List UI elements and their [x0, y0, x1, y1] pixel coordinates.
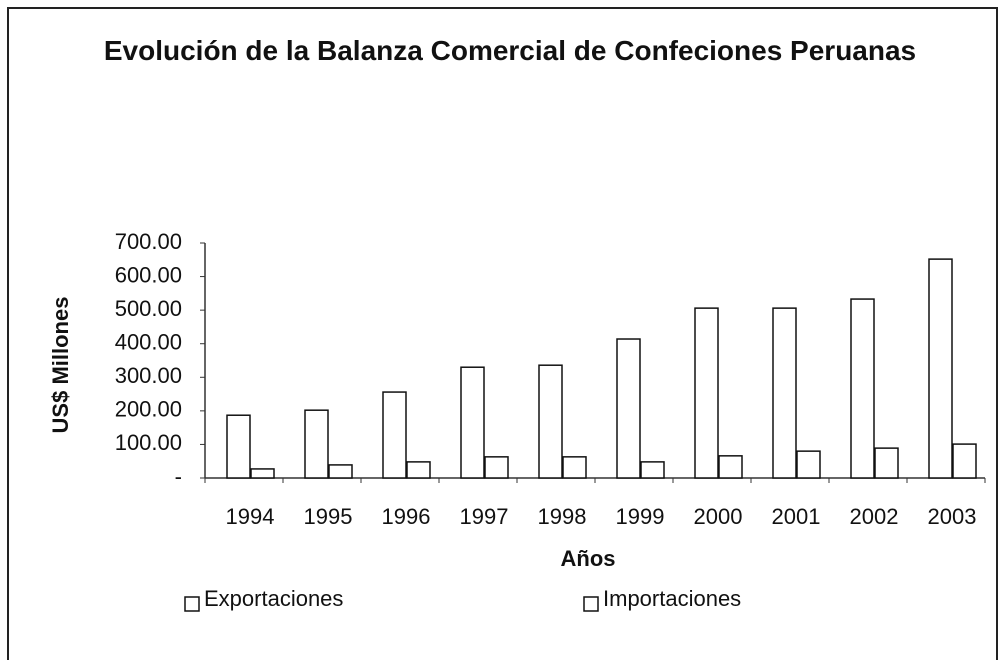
- y-axis-label: US$ Millones: [48, 297, 73, 434]
- y-tick-label: 500.00: [115, 296, 182, 321]
- frame: [7, 7, 998, 660]
- bar: [694, 307, 719, 479]
- bar: [382, 391, 407, 479]
- chart-title: Evolución de la Balanza Comercial de Con…: [103, 35, 917, 66]
- bar: [562, 456, 587, 479]
- x-tick-label: 2002: [850, 504, 899, 529]
- bar: [952, 443, 977, 479]
- y-tick-label: -: [175, 464, 182, 489]
- bar: [226, 414, 251, 479]
- y-tick-label: 300.00: [115, 363, 182, 388]
- bar: [304, 409, 329, 479]
- bar: [406, 461, 431, 479]
- x-axis-label: Años: [561, 546, 616, 571]
- bar: [772, 307, 797, 479]
- bar: [484, 456, 509, 479]
- y-tick-label: 700.00: [115, 229, 182, 254]
- y-tick-label: 100.00: [115, 430, 182, 455]
- bar: [538, 364, 563, 479]
- bar: [328, 464, 353, 479]
- y-tick-label: 200.00: [115, 397, 182, 422]
- legend-swatch: [184, 596, 200, 612]
- x-tick-label: 1997: [460, 504, 509, 529]
- x-tick-label: 1996: [382, 504, 431, 529]
- y-tick-label: 600.00: [115, 262, 182, 287]
- bar: [616, 338, 641, 479]
- x-tick-label: 2000: [694, 504, 743, 529]
- bar: [796, 450, 821, 479]
- x-tick-label: 1998: [538, 504, 587, 529]
- bar: [850, 298, 875, 479]
- legend-label: Importaciones: [603, 586, 741, 611]
- x-tick-label: 1995: [304, 504, 353, 529]
- legend-label: Exportaciones: [204, 586, 343, 611]
- x-tick-label: 1994: [226, 504, 275, 529]
- legend-swatch: [583, 596, 599, 612]
- bar: [718, 455, 743, 479]
- bar: [250, 468, 275, 479]
- x-tick-label: 2003: [928, 504, 977, 529]
- y-tick-label: 400.00: [115, 330, 182, 355]
- bar: [874, 447, 899, 479]
- x-tick-label: 2001: [772, 504, 821, 529]
- bar: [640, 461, 665, 479]
- bar: [928, 258, 953, 479]
- bar: [460, 366, 485, 479]
- x-tick-label: 1999: [616, 504, 665, 529]
